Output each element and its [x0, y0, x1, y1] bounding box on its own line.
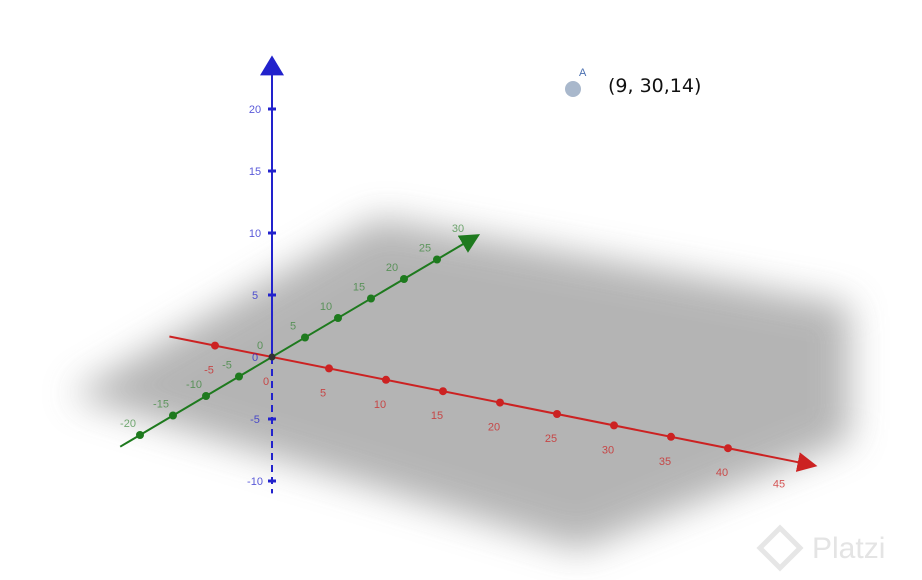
z-tick-label-20: 20 — [249, 104, 261, 116]
z-tick-label-0: 0 — [252, 352, 258, 364]
point-a-marker[interactable] — [565, 81, 581, 97]
y-tick-15 — [367, 294, 375, 303]
xy-plane — [70, 218, 850, 550]
z-tick-label-5: 5 — [252, 290, 258, 302]
x-tick-30 — [610, 421, 618, 430]
y-tick-label-15: 15 — [353, 282, 365, 294]
z-tick-label--5: -5 — [250, 414, 260, 426]
x-tick-label-20: 20 — [488, 422, 500, 434]
y-tick-label-10: 10 — [320, 301, 332, 313]
y-tick-label--5: -5 — [222, 360, 232, 372]
x-tick-35 — [667, 432, 675, 441]
y-tick-5 — [301, 333, 309, 342]
x-tick-label-15: 15 — [431, 410, 443, 422]
y-tick-label-0: 0 — [257, 340, 263, 352]
z-tick-label-15: 15 — [249, 166, 261, 178]
x-tick-25 — [553, 410, 561, 418]
x-tick-label-5: 5 — [320, 387, 326, 399]
x-tick-label--5: -5 — [204, 365, 214, 377]
x-tick-40 — [724, 444, 732, 453]
x-tick-label-45: 45 — [773, 479, 785, 491]
x-tick-label-35: 35 — [659, 456, 671, 468]
x-tick-5 — [325, 364, 333, 373]
x-tick-15 — [439, 387, 447, 396]
x-tick-10 — [382, 375, 390, 384]
point-a-coordinates: (9, 30,14) — [608, 75, 702, 97]
y-axis — [119, 234, 481, 448]
z-tick-label--10: -10 — [247, 476, 263, 488]
x-tick-label-30: 30 — [602, 444, 614, 456]
y-tick-label-5: 5 — [290, 321, 296, 333]
y-tick-20 — [400, 275, 408, 283]
y-tick-label-20: 20 — [386, 262, 398, 274]
point-a-name: A — [579, 67, 587, 79]
y-tick-label--20: -20 — [120, 418, 136, 430]
y-tick--5 — [235, 372, 243, 381]
platzi-watermark: Platzi — [812, 532, 886, 565]
platzi-logo — [756, 524, 804, 572]
y-tick-10 — [334, 314, 342, 322]
origin — [268, 353, 276, 361]
x-tick-label-0: 0 — [263, 376, 269, 388]
y-tick-25 — [433, 255, 441, 264]
y-tick-label--10: -10 — [186, 379, 202, 391]
x-tick--5 — [211, 341, 219, 350]
x-tick-20 — [496, 398, 504, 407]
y-tick--15 — [169, 411, 177, 420]
z-tick-label-10: 10 — [249, 228, 261, 240]
point-a[interactable]: A — [565, 67, 587, 97]
x-tick-label-25: 25 — [545, 433, 557, 445]
y-tick-label-30: 30 — [452, 223, 464, 235]
y-tick-label-25: 25 — [419, 243, 431, 255]
y-tick--20 — [136, 431, 144, 439]
x-tick-label-10: 10 — [374, 399, 386, 411]
y-tick-label--15: -15 — [153, 399, 169, 411]
x-axis — [169, 335, 818, 472]
x-tick-label-40: 40 — [716, 467, 728, 479]
y-tick--10 — [202, 392, 210, 400]
